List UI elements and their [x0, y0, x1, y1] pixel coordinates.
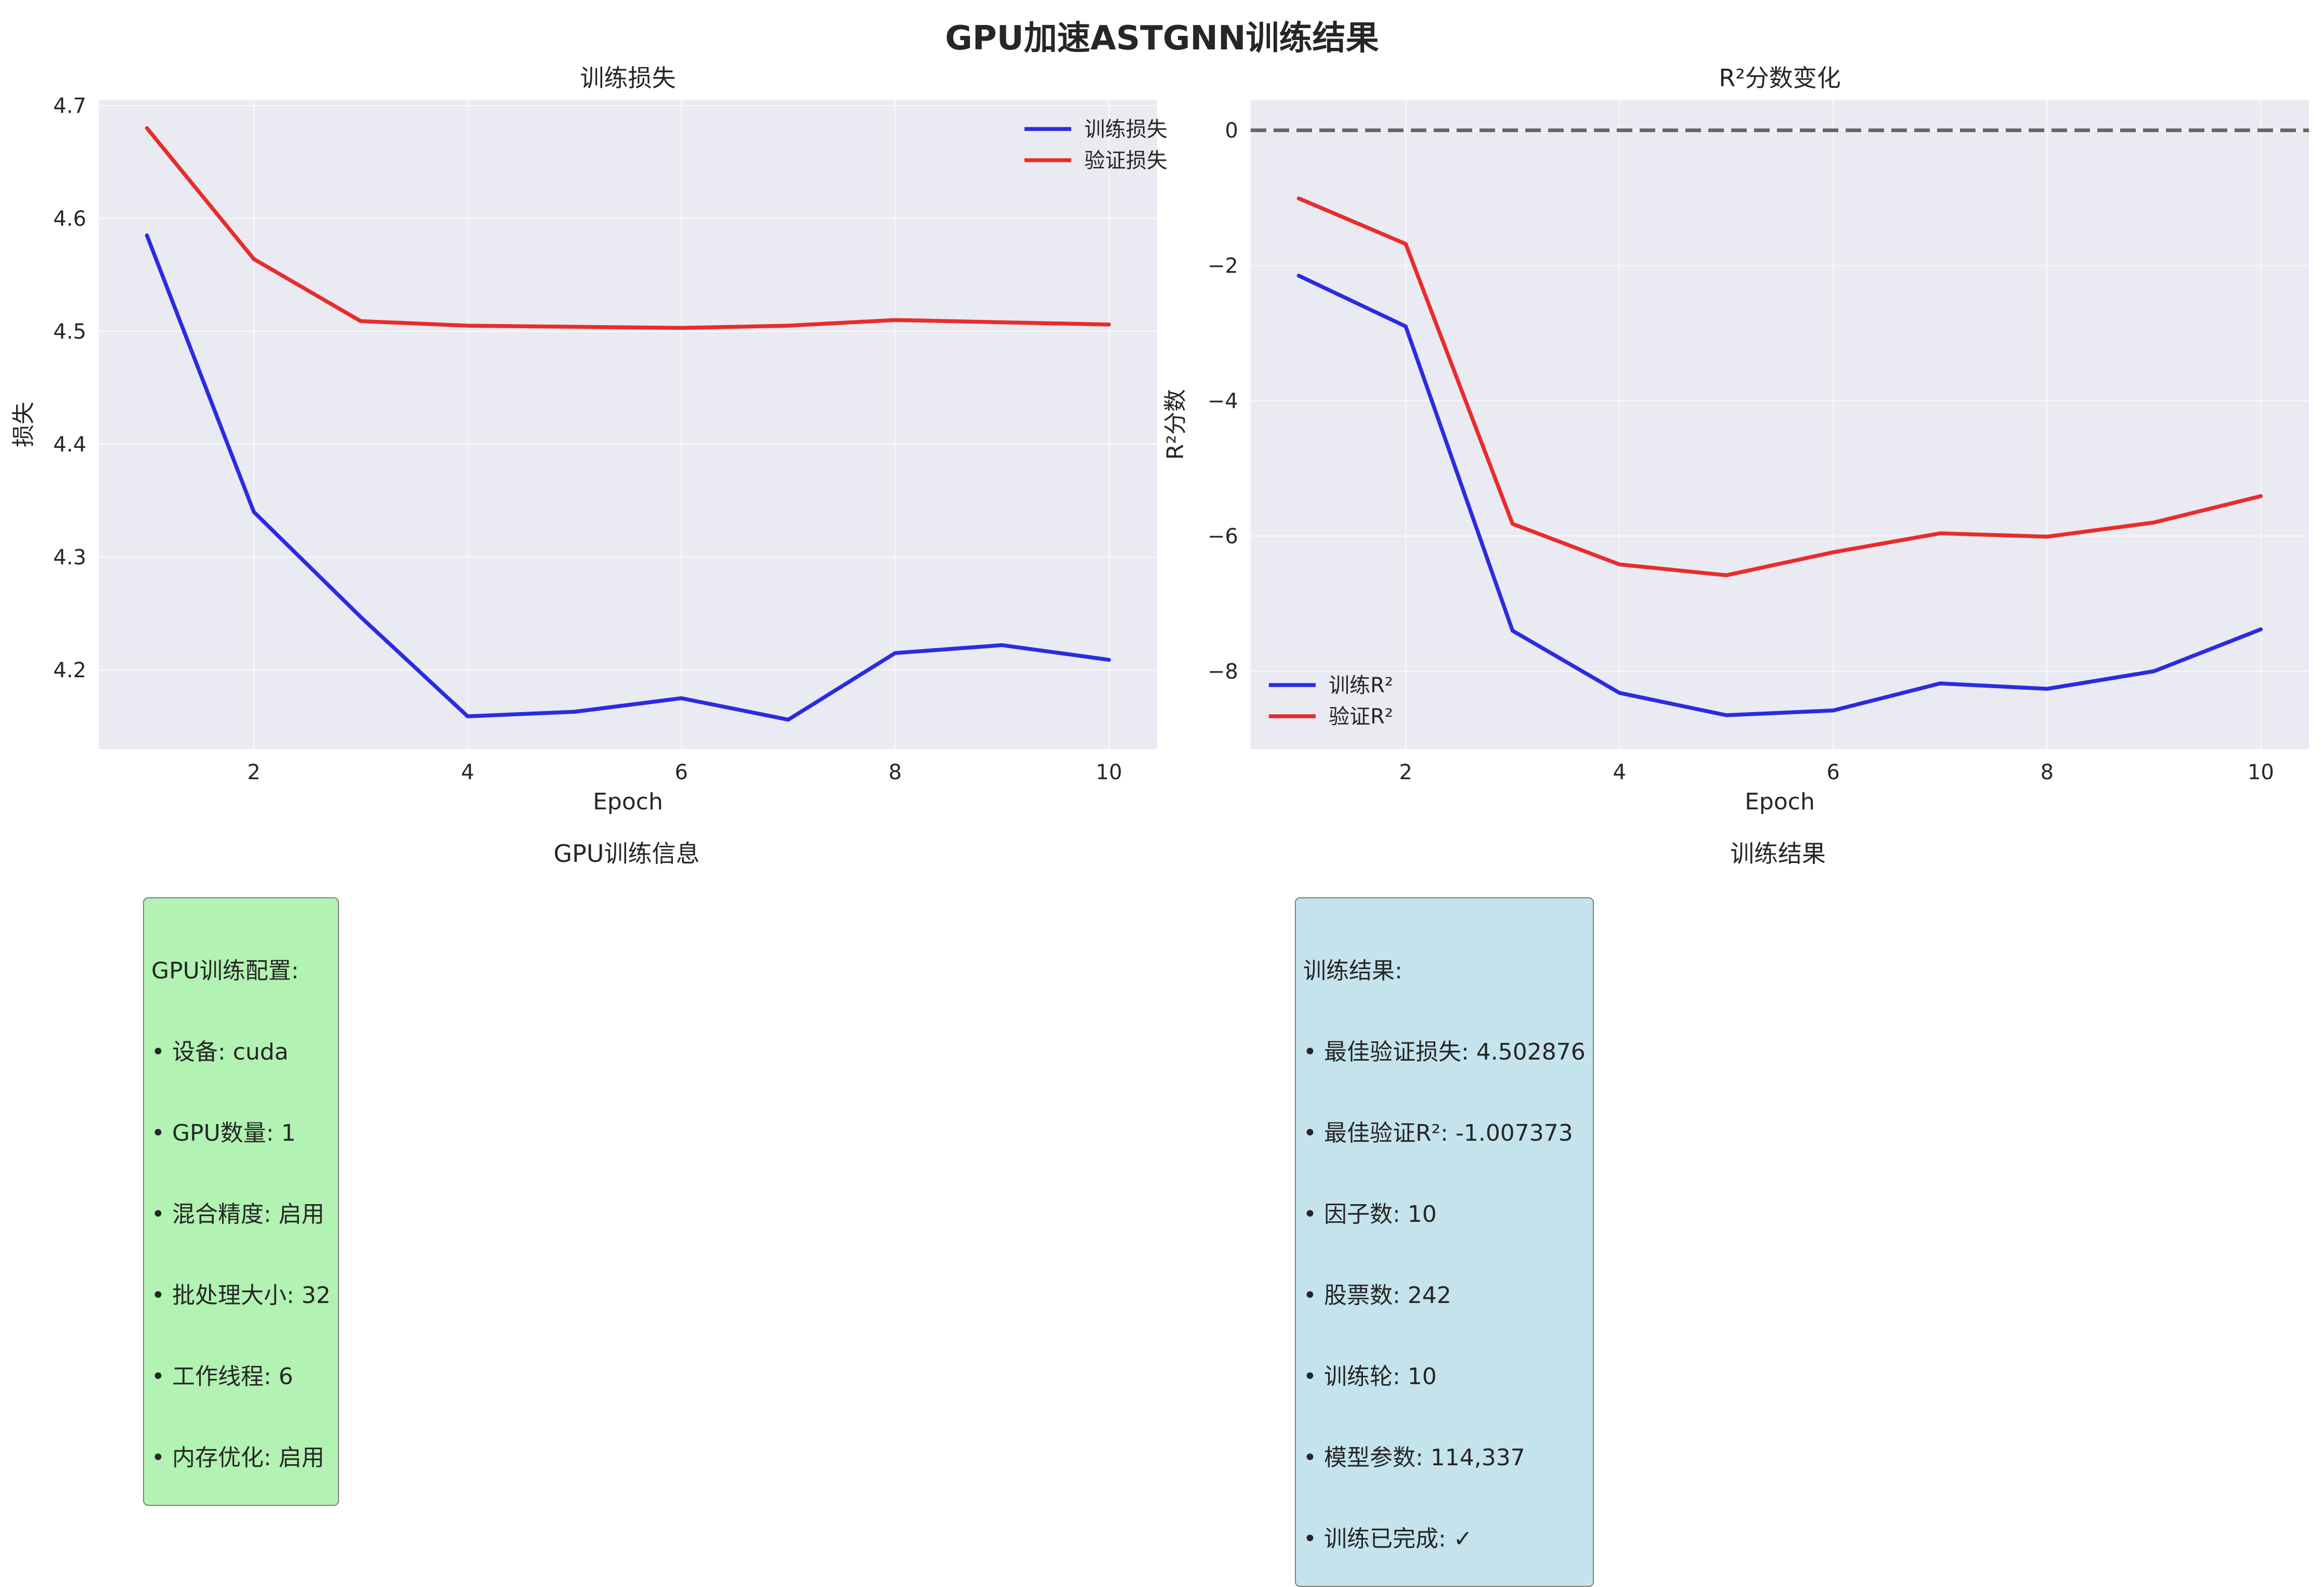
gpu-info-line: • 内存优化: 启用 — [151, 1444, 324, 1471]
series-line — [1296, 274, 2263, 717]
y-tick-label: 4.2 — [53, 659, 86, 682]
chart-title: R²分数变化 — [1719, 64, 1840, 92]
result-panel-title: 训练结果 — [1730, 840, 1826, 868]
x-tick-label: 10 — [2248, 760, 2274, 784]
result-info-line: • 训练轮: 10 — [1303, 1363, 1437, 1390]
y-tick-label: 0 — [1225, 119, 1238, 143]
result-info-line: • 模型参数: 114,337 — [1303, 1444, 1525, 1471]
y-tick-label: −8 — [1208, 660, 1238, 684]
gpu-info-line: • 批处理大小: 32 — [151, 1282, 331, 1309]
y-tick-label: −4 — [1208, 390, 1238, 414]
x-tick-label: 4 — [461, 760, 474, 784]
y-tick-label: 4.3 — [53, 546, 86, 570]
result-info-line: • 因子数: 10 — [1303, 1201, 1437, 1228]
gpu-info-line: • 设备: cuda — [151, 1039, 289, 1065]
y-axis-label: R²分数 — [1162, 389, 1189, 460]
series-line — [145, 126, 1111, 330]
gpu-info-line: • GPU数量: 1 — [151, 1120, 296, 1146]
x-tick-label: 6 — [1827, 760, 1840, 784]
y-tick-label: 4.7 — [53, 94, 86, 118]
x-tick-label: 8 — [2041, 760, 2054, 784]
y-tick-label: 4.5 — [53, 320, 86, 344]
gpu-info-box: GPU训练配置: • 设备: cuda • GPU数量: 1 • 混合精度: 启… — [143, 897, 339, 1506]
gpu-info-line: • 工作线程: 6 — [151, 1363, 293, 1390]
gpu-info-line: GPU训练配置: — [151, 958, 299, 984]
result-info-line: • 股票数: 242 — [1303, 1282, 1451, 1309]
legend: 训练R² 验证R² — [1269, 674, 1393, 729]
result-info-line: 训练结果: — [1303, 958, 1403, 984]
x-axis-label: Epoch — [593, 789, 663, 815]
y-tick-label: 4.6 — [53, 207, 86, 231]
y-tick-label: −6 — [1208, 525, 1238, 549]
x-tick-label: 10 — [1096, 760, 1122, 784]
series-line — [1296, 196, 2263, 577]
plot-area — [99, 100, 1157, 749]
result-info-line: • 最佳验证损失: 4.502876 — [1303, 1039, 1586, 1065]
x-tick-label: 2 — [247, 760, 260, 784]
legend-label: 训练R² — [1329, 674, 1393, 698]
result-info-line: • 训练已完成: ✓ — [1303, 1526, 1473, 1552]
charts-canvas: 2 4 6 8 10 4.2 4.3 4.4 4.5 4.6 4.7 训练损失 Epoch 损失 训练损失验… — [10, 64, 2309, 815]
gpu-info-line: • 混合精度: 启用 — [151, 1201, 324, 1228]
x-tick-label: 2 — [1399, 760, 1412, 784]
x-tick-label: 6 — [675, 760, 688, 784]
result-info-box: 训练结果: • 最佳验证损失: 4.502876 • 最佳验证R²: -1.00… — [1295, 897, 1594, 1587]
legend-label: 训练损失 — [1084, 118, 1167, 141]
y-tick-label: −2 — [1208, 254, 1238, 278]
x-tick-label: 8 — [889, 760, 902, 784]
loss-chart: 2 4 6 8 10 4.2 4.3 4.4 4.5 4.6 4.7 训练损失 Epoch 损失 训练损失验… — [10, 64, 1167, 815]
plot-area — [1251, 100, 2309, 749]
y-axis-label: 损失 — [10, 402, 37, 447]
chart-title: 训练损失 — [580, 64, 676, 92]
x-axis-label: Epoch — [1745, 789, 1815, 815]
legend-label: 验证损失 — [1084, 149, 1167, 173]
y-tick-label: 4.4 — [53, 433, 86, 457]
series-line — [145, 233, 1111, 722]
x-tick-label: 4 — [1613, 760, 1626, 784]
figure-title: GPU加速ASTGNN训练结果 — [945, 19, 1379, 58]
gpu-panel-title: GPU训练信息 — [553, 840, 700, 868]
result-info-line: • 最佳验证R²: -1.007373 — [1303, 1120, 1573, 1146]
legend-label: 验证R² — [1329, 705, 1393, 729]
